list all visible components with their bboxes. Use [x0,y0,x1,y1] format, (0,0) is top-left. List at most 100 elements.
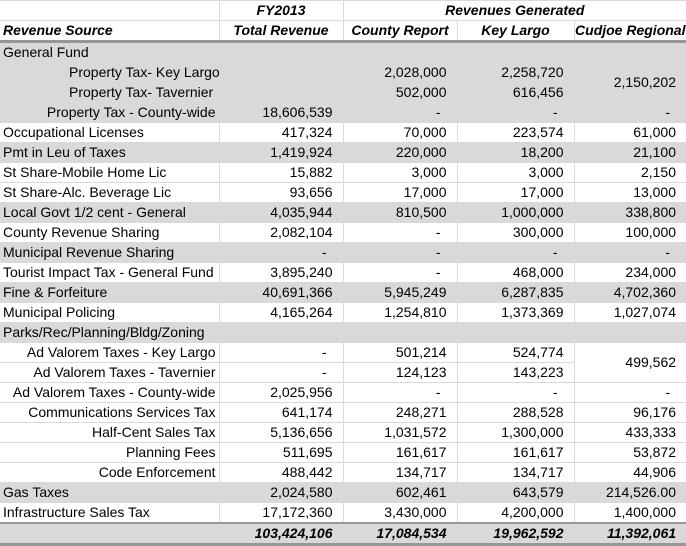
row-label: Occupational Licenses [0,122,220,143]
cell-cudjoe-regional [573,41,686,63]
cell-total-revenue: 15,882 [218,162,344,183]
col-header-key-largo: Key Largo [456,20,575,43]
cell-key-largo: - [456,242,575,263]
cell-total-revenue: 511,695 [218,442,344,463]
cell-total-revenue [218,322,344,343]
header-row: Revenue Source Total Revenue County Repo… [0,20,686,43]
row-label: Municipal Policing [0,302,220,323]
cell-total-revenue [218,82,344,103]
cell-county-report: 2,028,000 [342,62,458,83]
cell-total-revenue: 40,691,366 [218,282,344,303]
cell-cudjoe-regional: 499,562 [573,342,686,383]
cell-cudjoe-regional: - [573,382,686,403]
cell-total-revenue: 18,606,539 [218,102,344,123]
table-row: Pmt in Leu of Taxes 1,419,924 220,000 18,20… [0,142,686,163]
fy2013-header: FY2013 [218,0,344,21]
cell-key-largo: 17,000 [456,182,575,203]
table-row: Occupational Licenses 417,324 70,000 223,57… [0,122,686,143]
row-label: Parks/Rec/Planning/Bldg/Zoning [0,322,220,343]
row-label: General Fund [0,41,220,63]
row-label: Municipal Revenue Sharing [0,242,220,263]
cell-total-revenue: 4,035,944 [218,202,344,223]
cell-total-revenue: 5,136,656 [218,422,344,443]
cell-key-largo [456,41,575,63]
row-label: Ad Valorem Taxes - County-wide [0,382,220,403]
cell-total-revenue: 17,172,360 [218,502,344,524]
cell-total-revenue: 93,656 [218,182,344,203]
table-row: Gas Taxes 2,024,580 602,461 643,579 214,526.… [0,482,686,503]
col-header-revenue-source: Revenue Source [0,20,220,43]
cell-cudjoe-regional: 21,100 [573,142,686,163]
cell-total-revenue: 2,024,580 [218,482,344,503]
cell-county-report: 3,000 [342,162,458,183]
cell-key-largo: 4,200,000 [456,502,575,524]
table-row: Municipal Policing 4,165,264 1,254,810 1,37… [0,302,686,323]
header-group-row: FY2013 Revenues Generated [0,0,686,21]
county-report-grand-total: 17,084,534 [342,522,458,546]
cell-cudjoe-regional: - [573,102,686,123]
cell-county-report: - [342,102,458,123]
cell-key-largo: 3,000 [456,162,575,183]
cell-key-largo: 18,200 [456,142,575,163]
table-row: Property Tax- Key Largo 2,028,000 2,258,72… [0,62,686,103]
cell-county-report: 124,123 [342,362,458,383]
table-row: Code Enforcement 488,442 134,717 134,717 44,… [0,462,686,483]
cell-key-largo: - [456,102,575,123]
cell-total-revenue: 4,165,264 [218,302,344,323]
cell-key-largo: 1,300,000 [456,422,575,443]
cell-total-revenue: 2,082,104 [218,222,344,243]
cell-key-largo: 468,000 [456,262,575,283]
row-label: Local Govt 1/2 cent - General [0,202,220,223]
table-row: Ad Valorem Taxes - Tavernier -124,123 143,… [0,362,686,383]
cell-cudjoe-regional: 4,702,360 [573,282,686,303]
col-header-county-report: County Report [342,20,458,43]
cell-county-report: 1,031,572 [342,422,458,443]
cell-cudjoe-regional [573,322,686,343]
key-largo-grand-total: 19,962,592 [456,522,575,546]
table-row: Municipal Revenue Sharing - - - - [0,242,686,263]
cell-county-report: 161,617 [342,442,458,463]
row-label: Ad Valorem Taxes - Key Largo [0,342,220,363]
cell-cudjoe-regional: 1,400,000 [573,502,686,524]
row-label: St Share-Mobile Home Lic [0,162,220,183]
cell-county-report: - [342,262,458,283]
cell-county-report: 602,461 [342,482,458,503]
cell-total-revenue: 2,025,956 [218,382,344,403]
cell-county-report: 220,000 [342,142,458,163]
row-label: Tourist Impact Tax - General Fund [0,262,220,283]
cell-county-report [342,322,458,343]
cell-total-revenue: - [218,342,344,363]
cell-total-revenue: - [218,362,344,383]
header-blank-cell [0,0,220,21]
cell-cudjoe-regional: 100,000 [573,222,686,243]
row-label: Infrastructure Sales Tax [0,502,220,524]
table-row: Tourist Impact Tax - General Fund 3,895,2… [0,262,686,283]
cell-key-largo: 288,528 [456,402,575,423]
row-label: Property Tax- Key Largo [0,62,220,83]
row-label: Code Enforcement [0,462,220,483]
total-revenue-grand-total: 103,424,106 [218,522,344,546]
totals-label-cell [0,522,220,546]
cell-key-largo: 616,456 [456,82,574,103]
cell-total-revenue: 488,442 [218,462,344,483]
table-row: Local Govt 1/2 cent - General 4,035,944 81… [0,202,686,223]
cell-county-report: 134,717 [342,462,458,483]
row-label: Property Tax - County-wide [0,102,220,123]
cudjoe-regional-grand-total: 11,392,061 [573,522,686,546]
row-label: Pmt in Leu of Taxes [0,142,220,163]
cell-county-report: 3,430,000 [342,502,458,524]
cell-cudjoe-regional: 13,000 [573,182,686,203]
table-row: Ad Valorem Taxes - Key Largo -501,214 524,… [0,342,686,383]
row-label: Communications Services Tax [0,402,220,423]
cell-county-report: - [342,222,458,243]
row-label: County Revenue Sharing [0,222,220,243]
cell-key-largo: 524,774 [456,342,575,363]
cell-county-report: 5,945,249 [342,282,458,303]
table-row: Property Tax - County-wide 18,606,539- - - [0,102,686,123]
row-label: Property Tax- Tavernier [0,82,220,103]
cell-total-revenue: 3,895,240 [218,262,344,283]
cell-county-report: - [342,242,458,263]
table-row: County Revenue Sharing 2,082,104-300,000 1… [0,222,686,243]
cell-total-revenue: 641,174 [218,402,344,423]
